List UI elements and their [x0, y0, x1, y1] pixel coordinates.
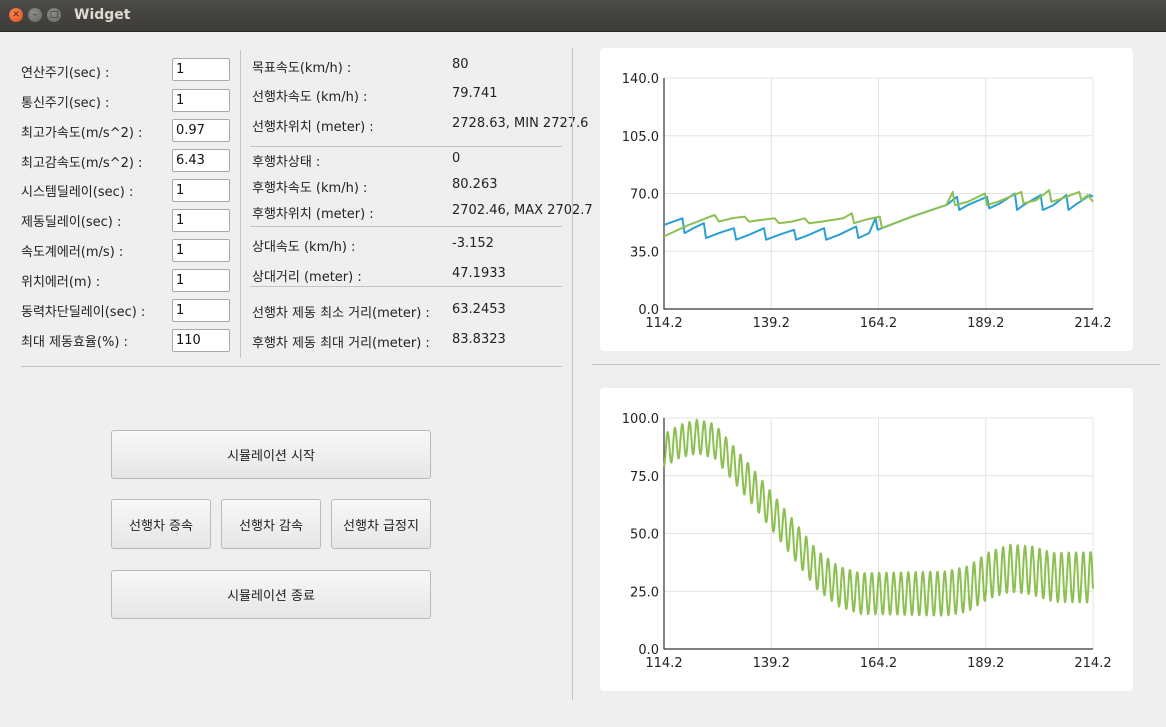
speed-chart-xtick-label: 114.2 [645, 316, 682, 331]
status-value-lead-speed: 79.741 [452, 86, 498, 101]
status-value-follow-state: 0 [452, 151, 461, 166]
calc-period-input[interactable] [172, 58, 230, 81]
param-label-max-accel: 최고가속도(m/s^2) : [21, 126, 143, 141]
distance-chart-axes [663, 418, 1093, 650]
status-value-follow-position: 2702.46, MAX 2702.7 [452, 203, 593, 218]
start-simulation-button[interactable]: 시뮬레이션 시작 [111, 430, 431, 479]
status-label-follow-state: 후행차상태 : [252, 155, 321, 170]
window-titlebar: ✕ – □ Widget [0, 0, 1166, 32]
distance-chart-ytick-label: 100.0 [622, 412, 659, 427]
speed-chart-axes [663, 78, 1093, 310]
minimize-window-icon[interactable]: – [28, 8, 42, 22]
param-label-brake-delay: 제동딜레이(sec) : [21, 215, 122, 230]
stop-simulation-button[interactable]: 시뮬레이션 종료 [111, 570, 431, 619]
main-vertical-divider [572, 48, 573, 700]
max-decel-input[interactable] [172, 149, 230, 172]
distance-chart-xtick-label: 214.2 [1074, 656, 1111, 671]
status-label-lead-speed: 선행차속도 (km/h) : [252, 90, 368, 105]
speed-chart-xtick-label: 139.2 [753, 316, 790, 331]
comm-period-input[interactable] [172, 89, 230, 112]
status-value-follow-max-brake-distance: 83.8323 [452, 332, 506, 347]
distance-chart: 0.0 25.0 50.0 75.0 100.0 114.2 139.2 164.2 189.2… [600, 388, 1133, 691]
window-body: 연산주기(sec) : 통신주기(sec) : 최고가속도(m/s^2) : 최… [0, 32, 1166, 727]
lead-emergency-stop-button[interactable]: 선행차 급정지 [331, 499, 431, 549]
status-value-relative-distance: 47.1933 [452, 266, 506, 281]
speed-chart-ytick-label: 35.0 [630, 245, 659, 260]
position-error-input[interactable] [172, 269, 230, 292]
status-value-lead-position: 2728.63, MIN 2727.6 [452, 116, 589, 131]
status-label-follow-speed: 후행차속도 (km/h) : [252, 181, 368, 196]
lead-accelerate-button[interactable]: 선행차 증속 [111, 499, 211, 549]
distance-chart-xtick-label: 114.2 [645, 656, 682, 671]
param-label-max-decel: 최고감속도(m/s^2) : [21, 156, 143, 171]
speed-chart-series-line-0 [663, 192, 1094, 241]
status-value-target-speed: 80 [452, 57, 469, 72]
speed-chart-ytick-label: 0.0 [638, 303, 659, 318]
status-label-follow-max-brake-distance: 후행차 제동 최대 거리(meter) : [252, 336, 430, 351]
distance-chart-xtick-label: 164.2 [860, 656, 897, 671]
speed-chart-ytick-label: 140.0 [622, 72, 659, 87]
distance-chart-ytick-label: 75.0 [630, 470, 659, 485]
speed-chart-svg: 0.0 35.0 70.0 105.0 140.0 114.2 139.2 164.2 189.… [622, 72, 1112, 331]
distance-chart-svg: 0.0 25.0 50.0 75.0 100.0 114.2 139.2 164.2 189.2… [622, 412, 1112, 671]
param-label-system-delay: 시스템딜레이(sec) : [21, 185, 134, 200]
power-cut-delay-input[interactable] [172, 299, 230, 322]
distance-chart-xtick-label: 189.2 [967, 656, 1004, 671]
brake-delay-input[interactable] [172, 209, 230, 232]
distance-chart-ytick-label: 25.0 [630, 585, 659, 600]
params-divider [240, 50, 241, 358]
status-label-lead-min-brake-distance: 선행차 제동 최소 거리(meter) : [252, 306, 430, 321]
close-window-icon[interactable]: ✕ [9, 8, 23, 22]
system-delay-input[interactable] [172, 179, 230, 202]
max-accel-input[interactable] [172, 119, 230, 142]
status-label-relative-speed: 상대속도 (km/h) : [252, 240, 356, 255]
form-bottom-divider [21, 366, 562, 367]
distance-chart-ytick-label: 0.0 [638, 643, 659, 658]
status-label-target-speed: 목표속도(km/h) : [252, 61, 352, 76]
lead-decelerate-button[interactable]: 선행차 감속 [221, 499, 321, 549]
param-label-position-error: 위치에러(m) : [21, 275, 101, 290]
speed-chart-ytick-label: 105.0 [622, 130, 659, 145]
speed-chart-xtick-label: 164.2 [860, 316, 897, 331]
maximize-window-icon[interactable]: □ [47, 8, 61, 22]
param-label-max-brake-efficiency: 최대 제동효율(%) : [21, 335, 128, 350]
status-label-follow-position: 후행차위치 (meter) : [252, 207, 374, 222]
distance-chart-series-line-0 [663, 418, 1094, 617]
charts-divider [592, 364, 1160, 365]
status-value-relative-speed: -3.152 [452, 236, 494, 251]
speedometer-error-input[interactable] [172, 239, 230, 262]
speed-chart-xtick-label: 214.2 [1074, 316, 1111, 331]
status-divider-3 [250, 286, 562, 287]
distance-chart-xtick-label: 139.2 [753, 656, 790, 671]
param-label-speedometer-error: 속도계에러(m/s) : [21, 245, 124, 260]
speed-chart: 0.0 35.0 70.0 105.0 140.0 114.2 139.2 164.2 189.… [600, 48, 1133, 351]
speed-chart-xtick-label: 189.2 [967, 316, 1004, 331]
param-label-comm-period: 통신주기(sec) : [21, 96, 110, 111]
status-value-follow-speed: 80.263 [452, 177, 498, 192]
max-brake-efficiency-input[interactable] [172, 329, 230, 352]
status-label-relative-distance: 상대거리 (meter) : [252, 270, 362, 285]
param-label-calc-period: 연산주기(sec) : [21, 66, 110, 81]
speed-chart-ytick-label: 70.0 [630, 188, 659, 203]
status-label-lead-position: 선행차위치 (meter) : [252, 120, 374, 135]
param-label-power-cut-delay: 동력차단딜레이(sec) : [21, 305, 146, 320]
status-divider-1 [250, 146, 562, 147]
status-value-lead-min-brake-distance: 63.2453 [452, 302, 506, 317]
distance-chart-ytick-label: 50.0 [630, 528, 659, 543]
speed-chart-series-line-1 [663, 189, 1094, 238]
status-divider-2 [250, 226, 562, 227]
window-title: Widget [74, 7, 131, 23]
